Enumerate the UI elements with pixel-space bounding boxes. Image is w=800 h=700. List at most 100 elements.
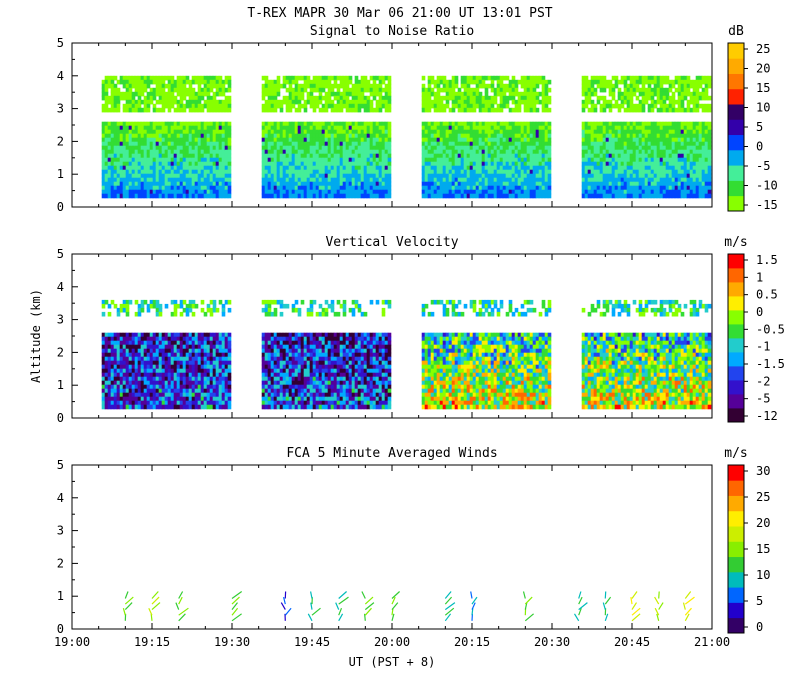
colorbar-label: 5 bbox=[756, 120, 763, 134]
wind-barb bbox=[471, 596, 478, 605]
panel-title: Signal to Noise Ratio bbox=[310, 24, 474, 39]
wind-barb bbox=[124, 602, 133, 611]
colorbar-label: -1 bbox=[756, 340, 770, 354]
wind-barb bbox=[338, 607, 343, 616]
colorbar-swatch bbox=[728, 541, 744, 558]
colorbar-label: -2 bbox=[756, 374, 770, 388]
colorbar-swatch bbox=[728, 104, 744, 120]
colorbar-swatch bbox=[728, 602, 744, 619]
x-tick-label: 19:30 bbox=[214, 635, 250, 649]
wind-barb bbox=[231, 596, 240, 605]
wind-barb bbox=[524, 596, 533, 605]
x-tick-label: 20:30 bbox=[534, 635, 570, 649]
wind-barb bbox=[151, 591, 159, 599]
y-tick-label: 3 bbox=[57, 313, 64, 327]
wind-barb bbox=[231, 591, 243, 599]
wind-barb bbox=[630, 597, 633, 605]
y-tick-label: 1 bbox=[57, 167, 64, 181]
y-tick-label: 3 bbox=[57, 524, 64, 538]
wind-barb bbox=[524, 613, 534, 622]
colorbar-label: 0 bbox=[756, 620, 763, 634]
colorbar-swatch bbox=[728, 394, 744, 409]
colorbar-label: 15 bbox=[756, 542, 770, 556]
wind-barb bbox=[148, 607, 153, 616]
colorbar-swatch bbox=[728, 526, 744, 542]
colorbar-swatch bbox=[728, 380, 744, 395]
colorbar-label: -5 bbox=[756, 392, 770, 406]
colorbar-swatch bbox=[728, 338, 744, 353]
colorbar-swatch bbox=[728, 195, 744, 212]
colorbar-swatch bbox=[728, 352, 744, 367]
colorbar-swatch bbox=[728, 149, 744, 166]
colorbar-swatch bbox=[728, 366, 744, 381]
y-tick-label: 0 bbox=[57, 622, 64, 636]
colorbar-swatch bbox=[728, 324, 744, 339]
wind-barb bbox=[231, 613, 242, 622]
data-field bbox=[122, 591, 695, 622]
colorbar-label: 5 bbox=[756, 594, 763, 608]
wind-barb bbox=[311, 607, 321, 616]
colorbar-label: 0 bbox=[756, 140, 763, 154]
vertical-velocity-panel: Vertical Velocity 0 1 2 3 4 5 Altitude (km) m/s -… bbox=[29, 235, 785, 425]
colorbar-label: 0 bbox=[756, 305, 763, 319]
y-tick-label: 5 bbox=[57, 36, 64, 50]
wind-barb bbox=[578, 607, 582, 616]
wind-barb bbox=[444, 613, 452, 622]
wind-barb bbox=[578, 596, 583, 605]
colorbar-swatch bbox=[728, 495, 744, 512]
wind-barb bbox=[444, 607, 455, 616]
wind-barb bbox=[284, 607, 292, 616]
y-tick-label: 1 bbox=[57, 589, 64, 603]
colorbar-swatch bbox=[728, 571, 744, 588]
colorbar-label: 10 bbox=[756, 101, 770, 115]
colorbar-swatch bbox=[728, 465, 744, 481]
colorbar-label: 15 bbox=[756, 81, 770, 95]
wind-barb bbox=[471, 602, 476, 610]
wind-barb bbox=[522, 591, 526, 599]
colorbar-label: 20 bbox=[756, 516, 770, 530]
y-tick-label: 1 bbox=[57, 378, 64, 392]
colorbar-label: 0.5 bbox=[756, 288, 778, 302]
colorbar-unit: dB bbox=[728, 24, 744, 39]
wind-barb bbox=[658, 591, 660, 599]
colorbar-label: -5 bbox=[756, 159, 770, 173]
colorbar-swatch bbox=[728, 587, 744, 603]
y-tick-label: 2 bbox=[57, 345, 64, 359]
y-tick-label: 2 bbox=[57, 556, 64, 570]
colorbar-swatch bbox=[728, 119, 744, 136]
y-tick-label: 4 bbox=[57, 491, 64, 505]
y-tick-label: 5 bbox=[57, 247, 64, 261]
wind-barb bbox=[310, 602, 313, 610]
wind-barb bbox=[338, 596, 349, 605]
x-tick-label: 20:00 bbox=[374, 635, 410, 649]
wind-barb bbox=[178, 607, 189, 616]
wind-barb bbox=[578, 591, 582, 599]
colorbar-swatch bbox=[728, 165, 744, 181]
panel-title: Vertical Velocity bbox=[325, 235, 458, 250]
wind-barb bbox=[654, 596, 660, 605]
wind-barb bbox=[338, 613, 344, 622]
colorbar-swatch bbox=[728, 268, 744, 283]
wind-barb bbox=[364, 613, 366, 621]
wind-barb bbox=[631, 607, 641, 616]
wind-barb bbox=[175, 602, 180, 610]
colorbar-label: 25 bbox=[756, 490, 770, 504]
colorbar-unit: m/s bbox=[724, 235, 747, 250]
colorbar-label: -10 bbox=[756, 179, 778, 193]
colorbar-swatch bbox=[728, 254, 744, 269]
wind-barb bbox=[124, 591, 129, 599]
wind-barb bbox=[444, 602, 456, 611]
winds-panel: FCA 5 Minute Averaged Winds 0 1 2 3 4 5 19:00 19… bbox=[54, 446, 771, 649]
wind-barb bbox=[231, 607, 239, 616]
colorbar-swatch bbox=[728, 134, 744, 151]
colorbar-label: -15 bbox=[756, 198, 778, 212]
y-tick-label: 2 bbox=[57, 134, 64, 148]
y-tick-label: 4 bbox=[57, 280, 64, 294]
x-tick-label: 20:45 bbox=[614, 635, 650, 649]
wind-barb bbox=[524, 602, 528, 610]
wind-barb bbox=[391, 591, 401, 599]
colorbar-swatch bbox=[728, 282, 744, 297]
colorbar-label: -1.5 bbox=[756, 357, 785, 371]
colorbar-label: 1 bbox=[756, 270, 763, 284]
wind-barb bbox=[573, 613, 580, 622]
